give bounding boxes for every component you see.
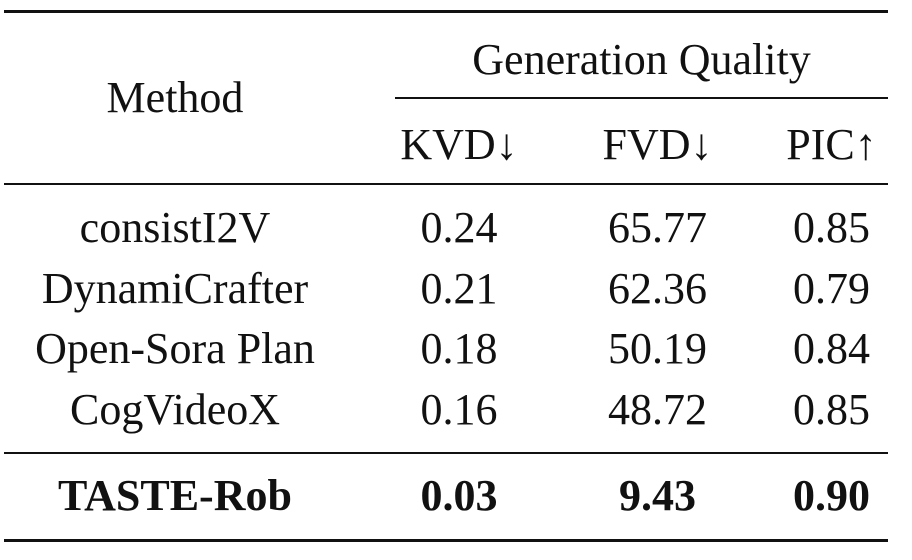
row-method: CogVideoX bbox=[69, 385, 280, 434]
row-kvd: 0.24 bbox=[420, 203, 498, 252]
header-kvd: KVD↓ bbox=[400, 120, 518, 169]
row-fvd: 62.36 bbox=[608, 264, 707, 313]
row-method: consistI2V bbox=[79, 203, 271, 252]
row-pic: 0.79 bbox=[793, 264, 870, 313]
row-fvd: 50.19 bbox=[608, 324, 707, 373]
row-kvd: 0.16 bbox=[420, 385, 498, 434]
header-method: Method bbox=[106, 73, 244, 122]
table-top-rule bbox=[4, 10, 888, 13]
header-bottom-rule bbox=[4, 183, 888, 185]
row-method: Open-Sora Plan bbox=[35, 324, 315, 373]
row-kvd: 0.03 bbox=[420, 471, 498, 520]
row-method: DynamiCrafter bbox=[41, 264, 309, 313]
row-pic: 0.85 bbox=[793, 203, 870, 252]
row-pic: 0.84 bbox=[793, 324, 870, 373]
row-fvd: 65.77 bbox=[608, 203, 707, 252]
results-separator-rule bbox=[4, 452, 888, 454]
header-generation-quality: Generation Quality bbox=[472, 35, 811, 84]
header-pic: PIC↑ bbox=[786, 120, 877, 169]
row-kvd: 0.21 bbox=[420, 264, 498, 313]
row-pic: 0.90 bbox=[793, 471, 870, 520]
row-fvd: 48.72 bbox=[608, 385, 707, 434]
row-fvd: 9.43 bbox=[619, 471, 696, 520]
row-pic: 0.85 bbox=[793, 385, 870, 434]
header-fvd: FVD↓ bbox=[602, 120, 713, 169]
table-bottom-rule bbox=[4, 539, 888, 542]
row-method: TASTE-Rob bbox=[58, 471, 292, 520]
row-kvd: 0.18 bbox=[420, 324, 498, 373]
header-group-rule bbox=[395, 97, 888, 99]
